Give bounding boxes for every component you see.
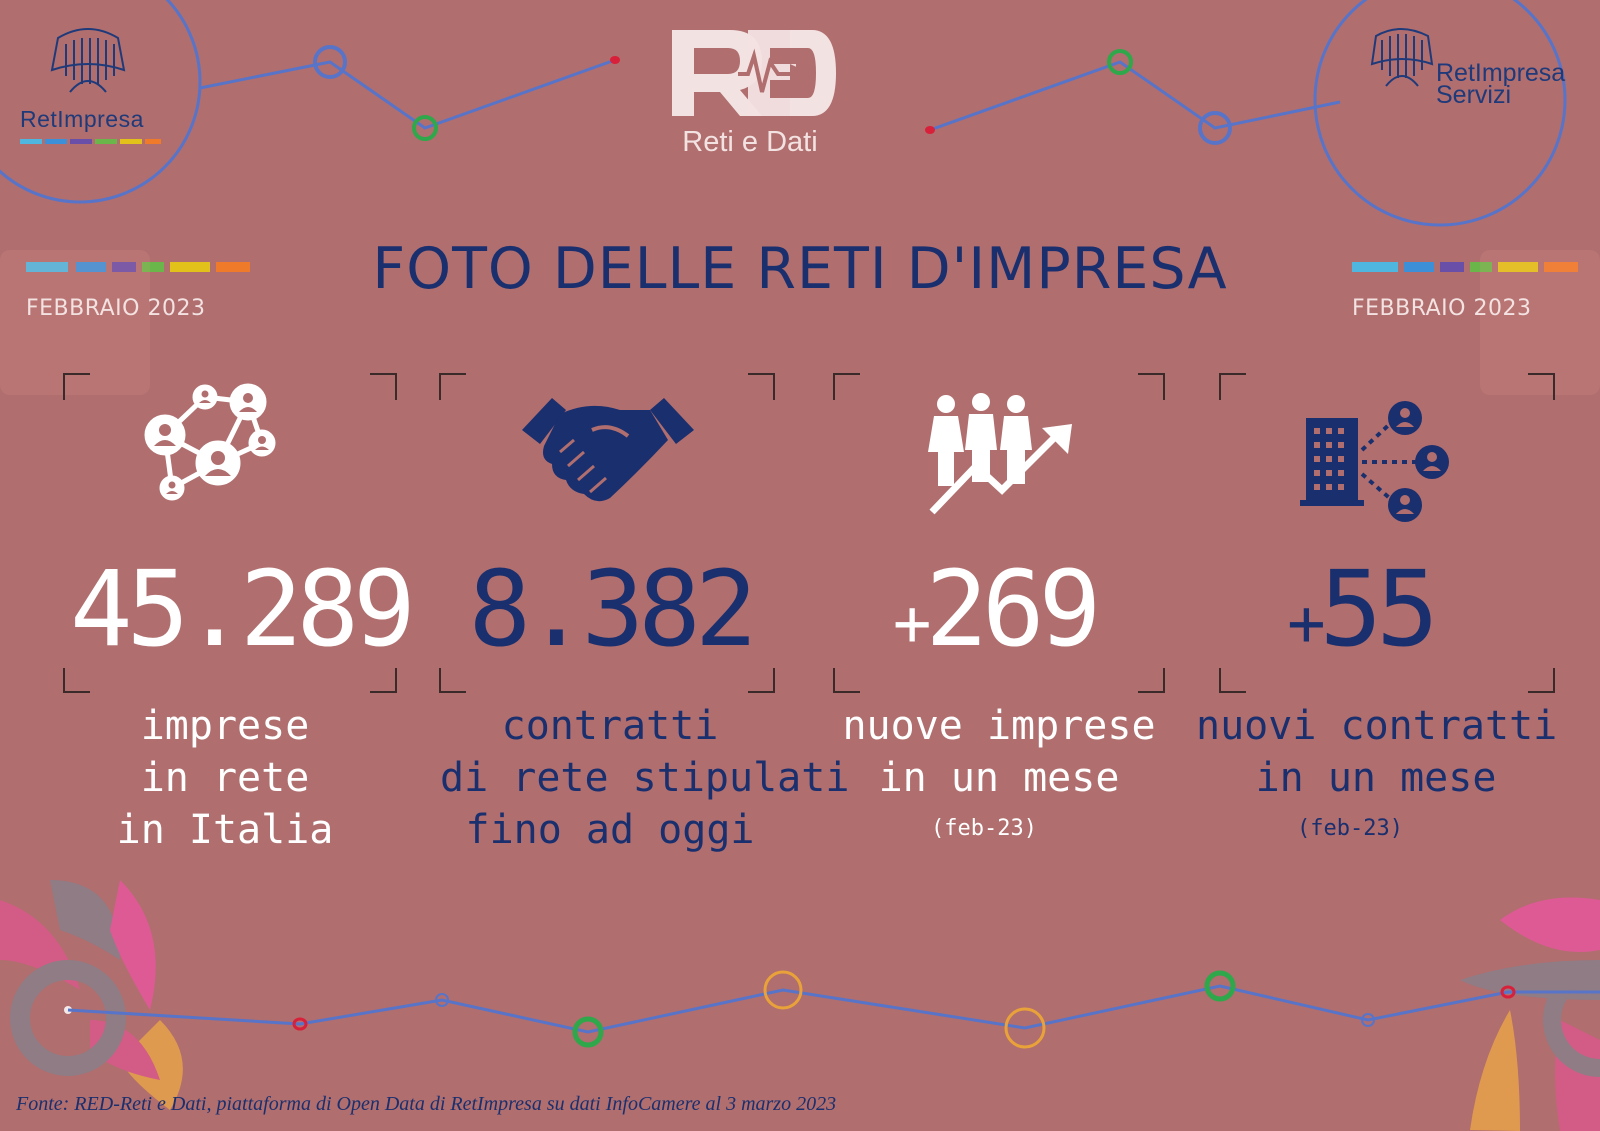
red-logo-icon: [672, 30, 836, 116]
caption-line: fino ad oggi: [465, 807, 755, 853]
caption-line: imprese: [140, 703, 310, 749]
stat-sub-nuove-imprese: (feb-23): [931, 816, 1037, 841]
people-growth-icon: [928, 393, 1072, 515]
stat-number: 55: [1319, 548, 1439, 670]
caption-line: nuove imprese: [842, 703, 1156, 749]
stat-caption-imprese: imprese in rete in Italia: [70, 700, 380, 856]
caption-line: contratti: [501, 703, 719, 749]
right-eagle-icon: [1370, 28, 1434, 87]
panel-brackets: [63, 373, 1555, 693]
caption-line: in un mese: [878, 755, 1120, 801]
right-logo-text: RetImpresa Servizi: [1436, 59, 1566, 109]
date-right: FEBBRAIO 2023: [1352, 296, 1532, 321]
bottom-line-decoration: [67, 984, 1600, 1034]
red-logo-subtitle: Reti e Dati: [682, 126, 818, 158]
right-logo-line2: Servizi: [1436, 81, 1512, 109]
stat-sub-nuovi-contratti: (feb-23): [1297, 816, 1403, 841]
date-left: FEBBRAIO 2023: [26, 296, 206, 321]
handshake-icon: [522, 398, 694, 502]
bottom-left-flower: [0, 880, 183, 1110]
network-people-icon: [144, 383, 276, 501]
left-eagle-icon: [50, 28, 126, 93]
corner-circle-left: [0, 0, 202, 204]
source-footnote: Fonte: RED-Reti e Dati, piattaforma di O…: [16, 1093, 837, 1115]
stat-caption-contratti: contratti di rete stipulati fino ad oggi: [440, 700, 850, 856]
page-title: FOTO DELLE RETI D'IMPRESA: [372, 236, 1228, 302]
stat-value-nuovi-contratti: +55: [1220, 548, 1500, 670]
caption-line: nuovi contratti: [1196, 703, 1558, 749]
stat-prefix: +: [1287, 587, 1325, 661]
caption-line: di rete stipulati: [440, 755, 850, 801]
stat-value-nuove-imprese: +269: [844, 548, 1144, 670]
right-logo-line1: RetImpresa: [1436, 59, 1566, 87]
building-network-icon: [1300, 401, 1449, 522]
stat-number: 269: [925, 548, 1101, 670]
bottom-right-flower: [1460, 897, 1600, 1131]
caption-line: in rete: [140, 755, 310, 801]
right-date-stripes: [1352, 262, 1578, 272]
left-logo-text: RetImpresa: [20, 106, 144, 132]
stat-prefix: +: [892, 587, 931, 661]
caption-line: in Italia: [116, 807, 334, 853]
stat-caption-nuove-imprese: nuove imprese in un mese: [834, 700, 1164, 804]
stat-caption-nuovi-contratti: nuovi contratti in un mese: [1196, 700, 1558, 804]
stat-value-imprese: 45.289: [70, 548, 416, 670]
corner-circle-right: [1313, 0, 1567, 227]
left-date-stripes: [26, 262, 250, 272]
stat-value-contratti: 8.382: [468, 548, 757, 670]
caption-line: in un mese: [1255, 755, 1497, 801]
left-logo-stripes: [20, 139, 161, 144]
